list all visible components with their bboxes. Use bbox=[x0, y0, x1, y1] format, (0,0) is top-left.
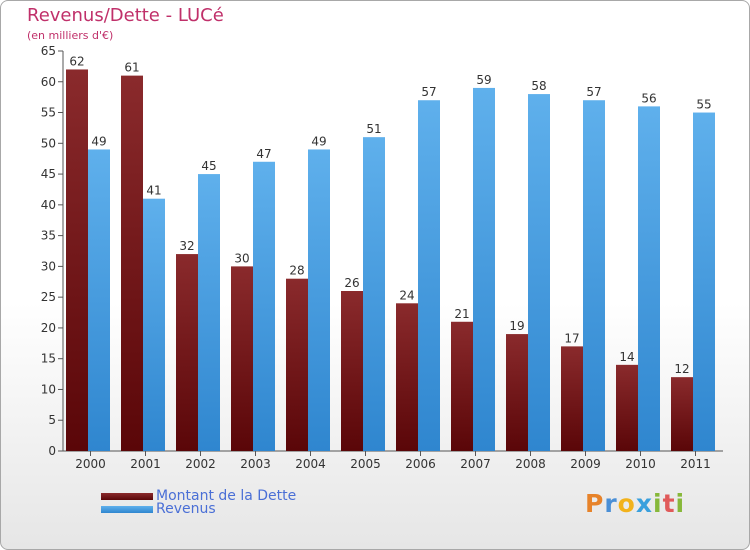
data-label: 30 bbox=[234, 251, 249, 265]
bar-dette-2011 bbox=[671, 377, 693, 451]
data-label: 59 bbox=[476, 73, 491, 87]
logo-letter: t bbox=[662, 489, 676, 518]
data-label: 28 bbox=[289, 264, 304, 278]
legend-label-debt: Montant de la Dette bbox=[156, 488, 297, 504]
bar-revenus-2001 bbox=[143, 198, 165, 451]
chart-title: Revenus/Dette - LUCé bbox=[27, 5, 224, 26]
bar-dette-2000 bbox=[66, 69, 88, 451]
bar-dette-2007 bbox=[451, 321, 473, 451]
y-tick-label: 45 bbox=[41, 167, 56, 181]
bar-revenus-2010 bbox=[638, 106, 660, 451]
data-label: 55 bbox=[696, 98, 711, 112]
bar-dette-2008 bbox=[506, 334, 528, 451]
bar-revenus-2009 bbox=[583, 100, 605, 451]
bar-dette-2010 bbox=[616, 364, 638, 451]
logo-letter: i bbox=[653, 489, 663, 518]
x-tick-label: 2003 bbox=[240, 457, 271, 471]
bar-revenus-2011 bbox=[693, 112, 715, 452]
bar-dette-2005 bbox=[341, 291, 363, 451]
y-tick-label: 10 bbox=[41, 382, 56, 396]
data-label: 14 bbox=[619, 350, 634, 364]
bar-dette-2004 bbox=[286, 278, 308, 451]
data-label: 41 bbox=[146, 184, 161, 198]
data-label: 24 bbox=[399, 288, 414, 302]
y-tick-label: 35 bbox=[41, 229, 56, 243]
logo-letter: r bbox=[604, 489, 618, 518]
bars bbox=[66, 69, 715, 452]
y-tick-label: 40 bbox=[41, 198, 56, 212]
y-tick-label: 25 bbox=[41, 290, 56, 304]
y-tick-label: 60 bbox=[41, 75, 56, 89]
bar-revenus-2006 bbox=[418, 100, 440, 451]
data-label: 56 bbox=[641, 91, 656, 105]
bar-revenus-2008 bbox=[528, 94, 550, 452]
data-label: 57 bbox=[586, 85, 601, 99]
x-tick-label: 2011 bbox=[680, 457, 711, 471]
data-label: 21 bbox=[454, 307, 469, 321]
data-label: 58 bbox=[531, 79, 546, 93]
data-label: 51 bbox=[366, 122, 381, 136]
bar-dette-2002 bbox=[176, 254, 198, 451]
y-tick-label: 20 bbox=[41, 321, 56, 335]
data-label: 45 bbox=[201, 159, 216, 173]
axes: 0 5 10 15 20 25 30 35 40 45 50 55 60 65 2000 2001 2002 20… bbox=[41, 44, 723, 471]
bar-revenus-2003 bbox=[253, 161, 275, 451]
x-tick-label: 2002 bbox=[185, 457, 216, 471]
x-tick-label: 2007 bbox=[460, 457, 491, 471]
logo-letter: i bbox=[675, 489, 686, 518]
data-label: 32 bbox=[179, 239, 194, 253]
legend-item-debt: Montant de la Dette bbox=[101, 488, 296, 504]
legend-swatch-debt bbox=[101, 492, 153, 500]
data-label: 19 bbox=[509, 319, 524, 333]
y-tick-label: 5 bbox=[48, 413, 56, 427]
x-tick-label: 2001 bbox=[130, 457, 161, 471]
bar-revenus-2002 bbox=[198, 174, 220, 452]
data-label: 61 bbox=[124, 61, 139, 75]
x-tick-label: 2008 bbox=[515, 457, 546, 471]
bar-revenus-2005 bbox=[363, 137, 385, 451]
proxiti-logo: Proxiti bbox=[585, 489, 685, 518]
data-label: 57 bbox=[421, 85, 436, 99]
logo-letter: o bbox=[617, 489, 636, 518]
x-tick-label: 2006 bbox=[405, 457, 436, 471]
bar-dette-2006 bbox=[396, 303, 418, 451]
y-tick-label: 30 bbox=[41, 259, 56, 273]
y-tick-label: 15 bbox=[41, 352, 56, 366]
y-tick-label: 50 bbox=[41, 136, 56, 150]
data-label: 47 bbox=[256, 147, 271, 161]
y-tick-label: 55 bbox=[41, 106, 56, 120]
logo-letter: x bbox=[635, 489, 653, 518]
bar-revenus-2007 bbox=[473, 87, 495, 451]
legend-label-revenus: Revenus bbox=[156, 501, 216, 517]
logo-letter: P bbox=[585, 489, 605, 518]
legend-swatch-revenus bbox=[101, 505, 153, 513]
y-tick-label: 0 bbox=[48, 444, 56, 458]
x-tick-label: 2010 bbox=[625, 457, 656, 471]
x-tick-label: 2004 bbox=[295, 457, 326, 471]
chart-subtitle: (en milliers d'€) bbox=[27, 29, 114, 42]
bar-dette-2009 bbox=[561, 346, 583, 451]
data-label: 12 bbox=[674, 362, 689, 376]
x-tick-label: 2009 bbox=[570, 457, 601, 471]
bar-dette-2001 bbox=[121, 75, 143, 451]
bar-revenus-2000 bbox=[88, 149, 110, 451]
x-tick-label: 2000 bbox=[75, 457, 106, 471]
bar-dette-2003 bbox=[231, 266, 253, 451]
legend-item-revenus: Revenus bbox=[101, 501, 216, 517]
data-label: 49 bbox=[311, 134, 326, 148]
data-label: 62 bbox=[69, 54, 84, 68]
bar-revenus-2004 bbox=[308, 149, 330, 451]
data-labels: 62 61 32 30 28 26 24 21 19 17 14 12 49 41 45 47 49 51 57 59… bbox=[69, 54, 711, 376]
y-tick-label: 65 bbox=[41, 44, 56, 58]
data-label: 49 bbox=[91, 134, 106, 148]
data-label: 17 bbox=[564, 331, 579, 345]
data-label: 26 bbox=[344, 276, 359, 290]
x-tick-label: 2005 bbox=[350, 457, 381, 471]
